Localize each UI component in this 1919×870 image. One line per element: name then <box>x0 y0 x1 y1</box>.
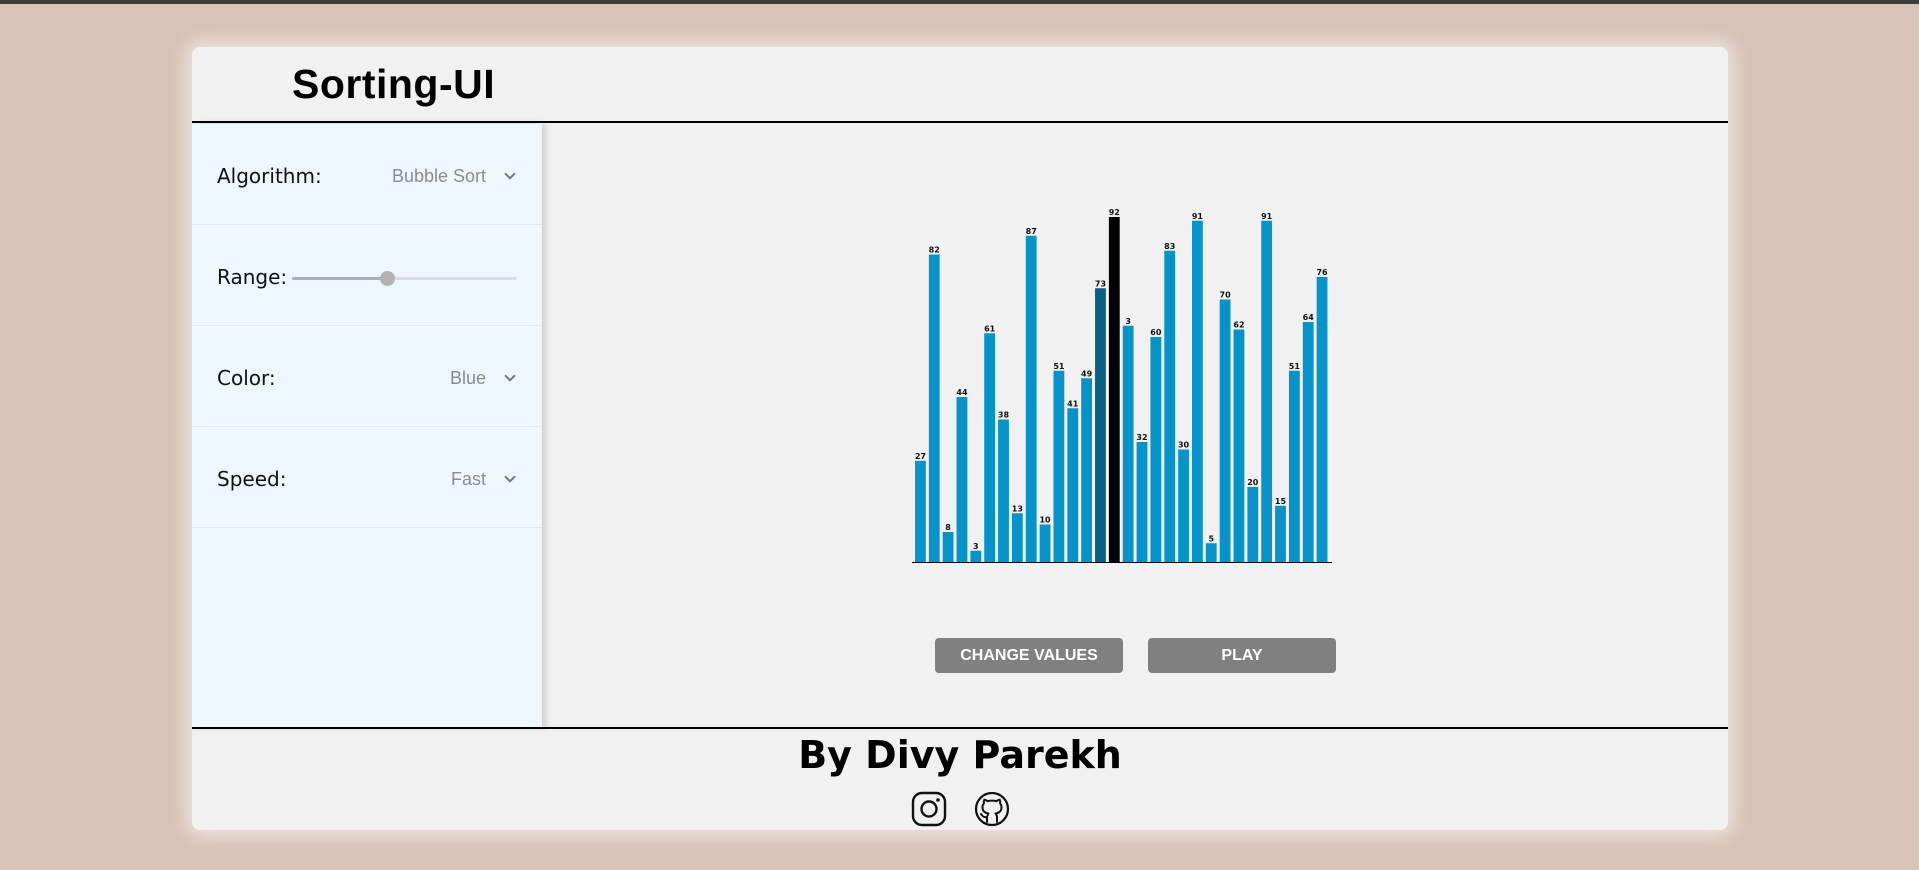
bar <box>1316 277 1328 562</box>
change-values-button[interactable]: CHANGE VALUES <box>935 638 1123 673</box>
instagram-link[interactable] <box>911 791 947 827</box>
bar <box>1261 220 1273 562</box>
bar-value-label: 3 <box>1125 317 1131 326</box>
bar-value-label: 30 <box>1178 441 1190 450</box>
app-title: Sorting-UI <box>292 61 496 107</box>
bar <box>1081 378 1092 562</box>
bar <box>1053 370 1065 562</box>
bar <box>1192 220 1203 562</box>
bar-value-label: 3 <box>973 542 979 551</box>
color-label: Color: <box>217 366 276 390</box>
algorithm-select[interactable]: Bubble Sort <box>391 162 516 190</box>
bar <box>998 419 1009 562</box>
algorithm-value: Bubble Sort <box>391 165 486 186</box>
bar <box>1178 449 1189 562</box>
bar <box>1039 524 1051 562</box>
bar <box>984 333 996 562</box>
bar-value-label: 76 <box>1316 268 1328 277</box>
bar-value-label: 91 <box>1192 212 1204 221</box>
range-slider-fill <box>292 277 387 280</box>
bar-chart-svg: 27 82 8 44 3 61 38 13 87 10 51 41 49 73 92 3 32 60 83 30 91 5… <box>912 208 1332 563</box>
controls-sidebar: Algorithm: Bubble Sort Range: Color: Blu… <box>192 124 542 728</box>
bar-value-label: 15 <box>1275 497 1287 506</box>
bar-chart: 27 82 8 44 3 61 38 13 87 10 51 41 49 73 92 3 32 60 83 30 91 5… <box>912 207 1362 579</box>
bar-value-label: 5 <box>1208 534 1214 543</box>
bar-value-label: 83 <box>1164 242 1175 251</box>
bar <box>1095 288 1106 562</box>
bar <box>942 532 954 562</box>
chevron-down-icon <box>504 470 516 483</box>
bar-value-label: 61 <box>984 324 996 333</box>
bar-value-label: 70 <box>1220 291 1232 300</box>
instagram-icon <box>911 791 947 827</box>
range-row: Range: <box>192 225 542 326</box>
bar-value-label: 49 <box>1081 369 1093 378</box>
bar <box>956 397 968 562</box>
bar-value-label: 38 <box>998 411 1010 420</box>
bar-value-label: 82 <box>929 246 940 255</box>
speed-label: Speed: <box>217 467 287 491</box>
bar <box>1025 235 1037 562</box>
app-panel: Sorting-UI Algorithm: Bubble Sort Range:… <box>192 47 1728 830</box>
bar-value-label: 44 <box>956 388 968 397</box>
footer-divider <box>192 727 1728 729</box>
bar-value-label: 91 <box>1261 212 1273 221</box>
speed-row: Speed: Fast <box>192 427 542 528</box>
window-top-strip <box>0 0 1919 4</box>
author-byline: By Divy Parekh <box>798 733 1122 777</box>
bar-value-label: 60 <box>1150 328 1162 337</box>
speed-select[interactable]: Fast <box>450 465 516 493</box>
chevron-down-icon <box>504 167 516 180</box>
bar-value-label: 41 <box>1067 399 1079 408</box>
bar <box>1275 505 1286 562</box>
color-row: Color: Blue <box>192 326 542 427</box>
bar <box>1302 322 1314 562</box>
bar-value-label: 10 <box>1039 516 1051 525</box>
bar <box>1122 325 1134 562</box>
algorithm-label: Algorithm: <box>217 164 322 188</box>
bar <box>928 254 940 562</box>
bar-value-label: 13 <box>1012 504 1023 513</box>
bar-value-label: 73 <box>1095 279 1106 288</box>
bar <box>1150 337 1162 562</box>
range-slider-track <box>292 277 517 280</box>
bar <box>1205 543 1217 562</box>
bar <box>915 460 926 562</box>
github-icon <box>974 791 1010 827</box>
speed-value: Fast <box>450 468 486 489</box>
bar-value-label: 32 <box>1136 433 1147 442</box>
bar-value-label: 62 <box>1233 321 1244 330</box>
bar <box>970 550 982 562</box>
bar-value-label: 20 <box>1247 478 1259 487</box>
bar <box>1219 299 1231 562</box>
range-label: Range: <box>217 265 288 289</box>
bar-value-label: 27 <box>915 452 926 461</box>
header: Sorting-UI <box>192 47 1728 123</box>
bar <box>1164 250 1176 562</box>
bar <box>1247 487 1259 562</box>
bar-value-label: 64 <box>1303 313 1315 322</box>
bar <box>1011 513 1023 562</box>
bar-value-label: 92 <box>1109 208 1120 217</box>
bar <box>1136 442 1148 562</box>
bar-value-label: 8 <box>945 523 951 532</box>
bar-value-label: 51 <box>1289 362 1301 371</box>
play-button[interactable]: PLAY <box>1148 638 1336 673</box>
bar <box>1108 217 1120 562</box>
range-slider[interactable] <box>292 269 517 289</box>
color-value: Blue <box>449 367 486 388</box>
algorithm-row: Algorithm: Bubble Sort <box>192 124 542 225</box>
color-select[interactable]: Blue <box>449 364 516 392</box>
bar-value-label: 87 <box>1026 227 1037 236</box>
bar <box>1233 329 1245 562</box>
github-link[interactable] <box>974 791 1010 827</box>
bar <box>1288 370 1300 562</box>
range-slider-thumb[interactable] <box>379 271 395 286</box>
bar-value-label: 51 <box>1053 362 1065 371</box>
chevron-down-icon <box>504 369 516 382</box>
bar <box>1067 408 1079 562</box>
